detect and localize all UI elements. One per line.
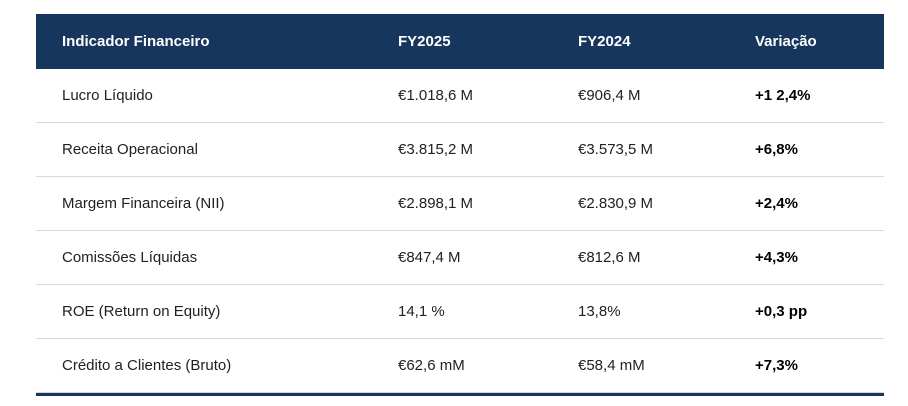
variation-cell: +0,3 pp	[755, 303, 808, 320]
indicator-cell: Comissões Líquidas	[62, 249, 198, 266]
fy2025-spellcheck-underline: FY2025	[398, 33, 451, 50]
variation-cell: +7,3%	[755, 357, 798, 374]
table-row: Receita Operacional €3.815,2 M €3.573,5 …	[36, 123, 884, 177]
fy2025-cell: 14,1 %	[398, 303, 445, 320]
indicator-cell: Receita Operacional	[62, 141, 198, 158]
indicator-cell: Crédito a Clientes (Bruto)	[62, 357, 232, 374]
table-header-row: Indicador Financeiro FY2025 FY2024 Varia…	[36, 14, 884, 69]
fy2024-cell: €2.830,9 M	[578, 195, 654, 212]
fy2025-cell: €1.018,6 M	[398, 87, 474, 104]
header-cell-indicador: Indicador Financeiro	[62, 33, 210, 50]
fy2025-cell: €2.898,1 M	[398, 195, 474, 212]
fy2024-cell: €812,6 M	[578, 249, 641, 266]
table-row: Margem Financeira (NII) €2.898,1 M €2.83…	[36, 177, 884, 231]
indicator-cell: Lucro Líquido	[62, 87, 153, 104]
fy2025-cell: €847,4 M	[398, 249, 461, 266]
indicator-cell: ROE (Return on Equity)	[62, 303, 221, 320]
fy2024-cell: €906,4 M	[578, 87, 641, 104]
fy2025-cell: €3.815,2 M	[398, 141, 474, 158]
table-row: Crédito a Clientes (Bruto) €62,6 mM €58,…	[36, 339, 884, 393]
header-cell-variacao: Variação	[755, 33, 817, 50]
variation-cell: +6,8%	[755, 141, 798, 158]
fy2024-cell: €3.573,5 M	[578, 141, 654, 158]
fy2024-cell: 13,8%	[578, 303, 621, 320]
fy2024-cell: €58,4 mM	[578, 357, 645, 374]
variation-cell: +4,3%	[755, 249, 798, 266]
table-row: Comissões Líquidas €847,4 M €812,6 M +4,…	[36, 231, 884, 285]
variation-cell: +2,4%	[755, 195, 798, 212]
indicator-cell: Margem Financeira (NII)	[62, 195, 225, 212]
financial-indicators-table: Indicador Financeiro FY2025 FY2024 Varia…	[36, 14, 884, 396]
table-row: Lucro Líquido €1.018,6 M €906,4 M +1 2,4…	[36, 69, 884, 123]
header-cell-fy2025: FY2025	[398, 33, 578, 50]
table-bottom-rule	[36, 393, 884, 396]
table-row: ROE (Return on Equity) 14,1 % 13,8% +0,3…	[36, 285, 884, 339]
header-cell-fy2024: FY2024	[578, 33, 631, 50]
variation-cell: +1 2,4%	[755, 87, 811, 104]
fy2025-cell: €62,6 mM	[398, 357, 465, 374]
